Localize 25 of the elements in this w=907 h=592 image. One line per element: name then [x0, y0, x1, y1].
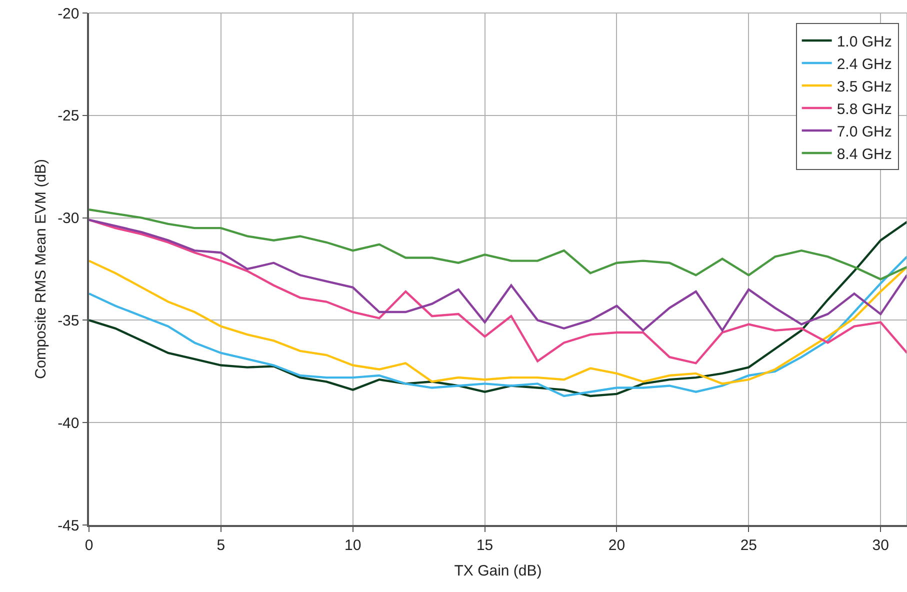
y-tick-label: -45 — [58, 517, 80, 534]
y-tick-label: -25 — [58, 108, 80, 125]
legend-label: 1.0 GHz — [836, 33, 892, 50]
legend-label: 8.4 GHz — [836, 146, 892, 163]
line-series — [89, 208, 907, 280]
x-tick-label: 0 — [84, 536, 94, 554]
y-axis-title: Composite RMS Mean EVM (dB) — [32, 158, 50, 380]
line-series — [89, 220, 907, 398]
legend-label: 7.0 GHz — [836, 123, 892, 140]
x-tick-label: 30 — [872, 536, 889, 554]
y-tick-label: -20 — [58, 5, 80, 22]
x-tick-label: 20 — [608, 536, 626, 554]
line-series — [89, 218, 907, 332]
legend-label: 3.5 GHz — [836, 78, 892, 96]
legend-label: 5.8 GHz — [836, 100, 892, 118]
x-tick-label: 25 — [740, 536, 758, 554]
y-tick-label: -40 — [58, 414, 80, 432]
x-tick-label: 10 — [344, 536, 362, 554]
y-tick-label: -30 — [58, 210, 80, 228]
x-tick-label: 5 — [216, 536, 226, 554]
x-axis-title: TX Gain (dB) — [454, 562, 542, 580]
x-tick-label: 15 — [476, 536, 494, 554]
legend-label: 2.4 GHz — [836, 56, 892, 73]
line-series — [89, 218, 907, 364]
y-tick-label: -35 — [58, 312, 80, 330]
